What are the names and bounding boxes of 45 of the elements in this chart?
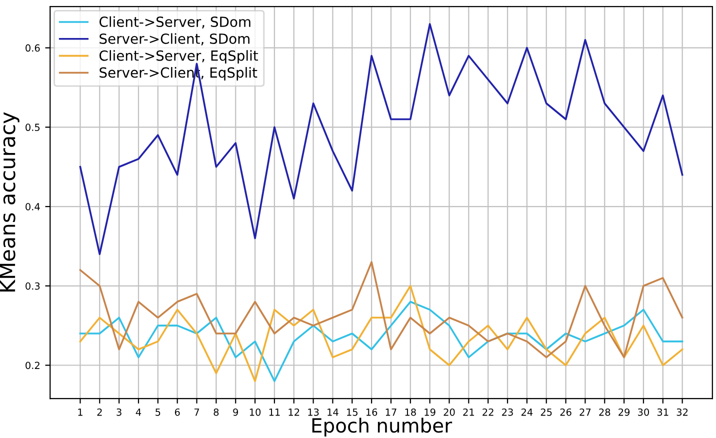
x-tick-label: 11 — [269, 408, 280, 416]
x-tick-label: 3 — [116, 408, 122, 416]
x-tick-label: 29 — [618, 408, 630, 416]
line-series — [79, 284, 684, 382]
x-tick-label: 20 — [444, 408, 455, 416]
legend-label: Client->Server, SDom — [100, 16, 250, 28]
x-tick-label: 22 — [482, 408, 494, 416]
x-tick-label: 4 — [136, 408, 142, 416]
x-tick-label: 21 — [463, 408, 474, 416]
x-tick-label: 26 — [560, 408, 572, 416]
line-series — [79, 261, 684, 358]
x-tick-label: 1 — [78, 408, 82, 416]
x-tick-label: 31 — [657, 408, 668, 416]
legend-label: Server->Client, SDom — [100, 33, 250, 46]
x-tick-label: 7 — [194, 408, 200, 416]
x-tick-label: 16 — [366, 408, 378, 416]
y-tick-label: 0.2 — [26, 362, 40, 370]
x-tick-label: 5 — [156, 408, 160, 416]
x-tick-label: 6 — [174, 408, 180, 416]
x-tick-label: 9 — [233, 408, 238, 416]
x-tick-label: 23 — [502, 408, 513, 416]
x-tick-label: 14 — [328, 408, 338, 416]
x-tick-label: 2 — [97, 408, 102, 416]
x-tick-label: 8 — [214, 408, 219, 416]
y-tick-label: 0.6 — [26, 44, 40, 52]
x-tick-label: 12 — [288, 408, 300, 416]
x-tick-label: 15 — [347, 408, 358, 416]
x-tick-label: 17 — [386, 408, 396, 416]
y-axis-title: KMeans accuracy — [0, 112, 20, 292]
x-tick-label: 24 — [521, 408, 533, 416]
legend-label: Client->Server, EqSplit — [100, 50, 258, 64]
x-tick-label: 18 — [405, 408, 416, 416]
x-tick-label: 13 — [308, 408, 319, 416]
x-axis-title: Epoch number — [312, 418, 452, 437]
x-tick-label: 19 — [424, 408, 436, 416]
x-tick-label: 30 — [638, 408, 650, 416]
x-tick-label: 32 — [676, 408, 688, 416]
x-tick-label: 28 — [599, 408, 610, 416]
x-tick-label: 25 — [540, 408, 552, 416]
y-tick-label: 0.3 — [26, 282, 40, 290]
line-series — [79, 300, 684, 382]
y-tick-label: 0.5 — [26, 124, 40, 132]
x-tick-label: 27 — [580, 408, 591, 416]
x-tick-label: 10 — [250, 408, 261, 416]
y-tick-label: 0.4 — [26, 203, 40, 210]
